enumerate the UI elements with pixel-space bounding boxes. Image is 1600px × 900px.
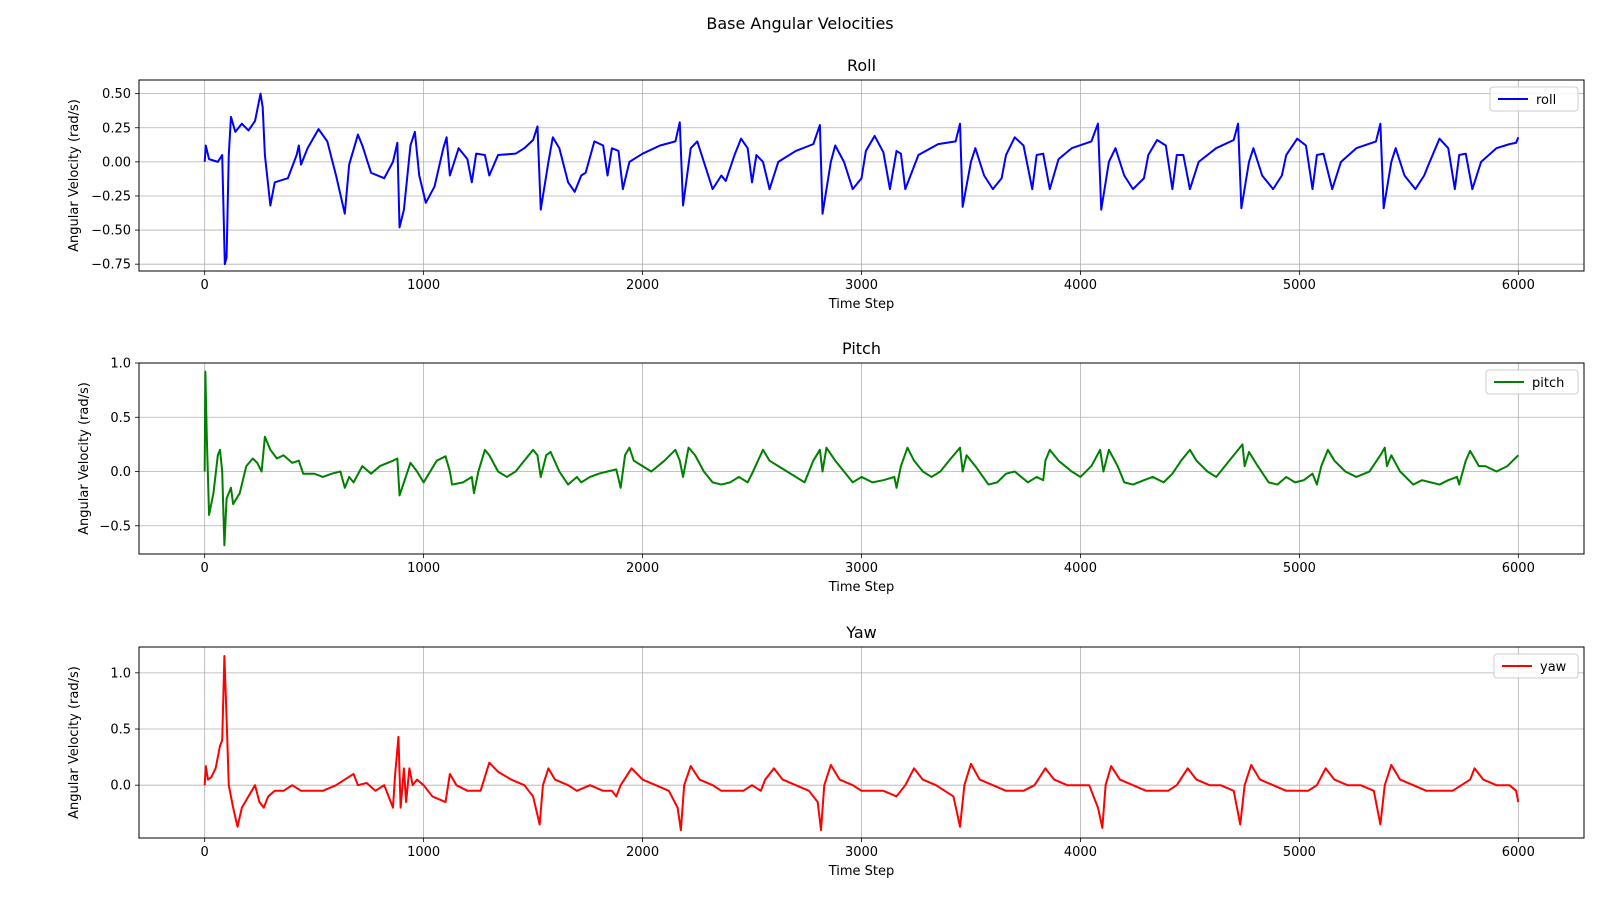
figure-title: Base Angular Velocities xyxy=(706,14,894,33)
roll-ytick-label: 0.50 xyxy=(102,87,131,102)
yaw-series-line xyxy=(203,654,1520,832)
pitch-ytick-label: 1.0 xyxy=(110,357,131,372)
pitch-xtick-label: 6000 xyxy=(1502,561,1535,576)
pitch-legend: pitch xyxy=(1485,369,1579,395)
roll-axes-frame xyxy=(138,79,1585,272)
yaw-xtick-label: 6000 xyxy=(1502,845,1535,860)
yaw-xtick-label: 0 xyxy=(201,845,209,860)
yaw-ytick-label: 0.0 xyxy=(110,779,131,794)
roll-legend-label: roll xyxy=(1536,93,1556,108)
pitch-y-axis-label: Angular Velocity (rad/s) xyxy=(77,382,92,535)
pitch-chart-title: Pitch xyxy=(842,339,881,358)
pitch-x-axis-label: Time Step xyxy=(828,580,895,595)
roll-panel: 0 1000 2000 3000 4000 5000 6000 −0.75 −0.50 −0.25… xyxy=(67,56,1585,312)
pitch-series-line xyxy=(203,370,1520,547)
yaw-xtick-label: 4000 xyxy=(1064,845,1097,860)
yaw-chart-title: Yaw xyxy=(845,623,876,642)
legend-box xyxy=(1493,653,1579,679)
roll-xtick-label: 1000 xyxy=(407,278,440,293)
roll-x-axis-label: Time Step xyxy=(828,297,895,312)
roll-xtick-label: 6000 xyxy=(1502,278,1535,293)
pitch-xtick-label: 3000 xyxy=(845,561,878,576)
yaw-xtick-label: 5000 xyxy=(1283,845,1316,860)
pitch-xtick-label: 2000 xyxy=(626,561,659,576)
yaw-ytick-label: 0.5 xyxy=(110,723,131,738)
pitch-xtick-label: 5000 xyxy=(1283,561,1316,576)
pitch-ytick-label: −0.5 xyxy=(99,519,131,534)
roll-xtick-label: 3000 xyxy=(845,278,878,293)
yaw-axes-frame xyxy=(138,646,1585,839)
pitch-panel: 0 1000 2000 3000 4000 5000 6000 −0.5 0.0 0.5 1.0 Pi… xyxy=(77,339,1585,595)
roll-xtick-label: 4000 xyxy=(1064,278,1097,293)
yaw-legend: yaw xyxy=(1493,653,1579,679)
pitch-ytick-label: 0.5 xyxy=(110,411,131,426)
pitch-xtick-label: 0 xyxy=(201,561,209,576)
roll-y-axis-label: Angular Velocity (rad/s) xyxy=(67,99,82,252)
roll-ytick-label: −0.50 xyxy=(91,224,131,239)
legend-box xyxy=(1485,369,1579,395)
yaw-xtick-label: 1000 xyxy=(407,845,440,860)
roll-ytick-label: −0.25 xyxy=(91,189,131,204)
roll-xtick-label: 2000 xyxy=(626,278,659,293)
yaw-x-axis-label: Time Step xyxy=(828,864,895,879)
pitch-xtick-label: 4000 xyxy=(1064,561,1097,576)
pitch-xtick-label: 1000 xyxy=(407,561,440,576)
pitch-ytick-label: 0.0 xyxy=(110,465,131,480)
roll-chart-title: Roll xyxy=(847,56,876,75)
roll-ytick-label: −0.75 xyxy=(91,258,131,273)
legend-box xyxy=(1489,86,1579,112)
yaw-xtick-label: 3000 xyxy=(845,845,878,860)
yaw-panel: 0 1000 2000 3000 4000 5000 6000 0.0 0.5 1.0 Yaw Tim… xyxy=(67,623,1585,879)
roll-legend: roll xyxy=(1489,86,1579,112)
roll-series-line xyxy=(203,92,1520,266)
roll-xtick-label: 0 xyxy=(201,278,209,293)
roll-ytick-label: 0.00 xyxy=(102,155,131,170)
roll-ytick-label: 0.25 xyxy=(102,121,131,136)
yaw-xtick-label: 2000 xyxy=(626,845,659,860)
yaw-y-axis-label: Angular Velocity (rad/s) xyxy=(67,666,82,819)
pitch-legend-label: pitch xyxy=(1532,376,1564,391)
pitch-axes-frame xyxy=(138,362,1585,555)
roll-xtick-label: 5000 xyxy=(1283,278,1316,293)
yaw-legend-label: yaw xyxy=(1540,660,1567,675)
yaw-ytick-label: 1.0 xyxy=(110,666,131,681)
